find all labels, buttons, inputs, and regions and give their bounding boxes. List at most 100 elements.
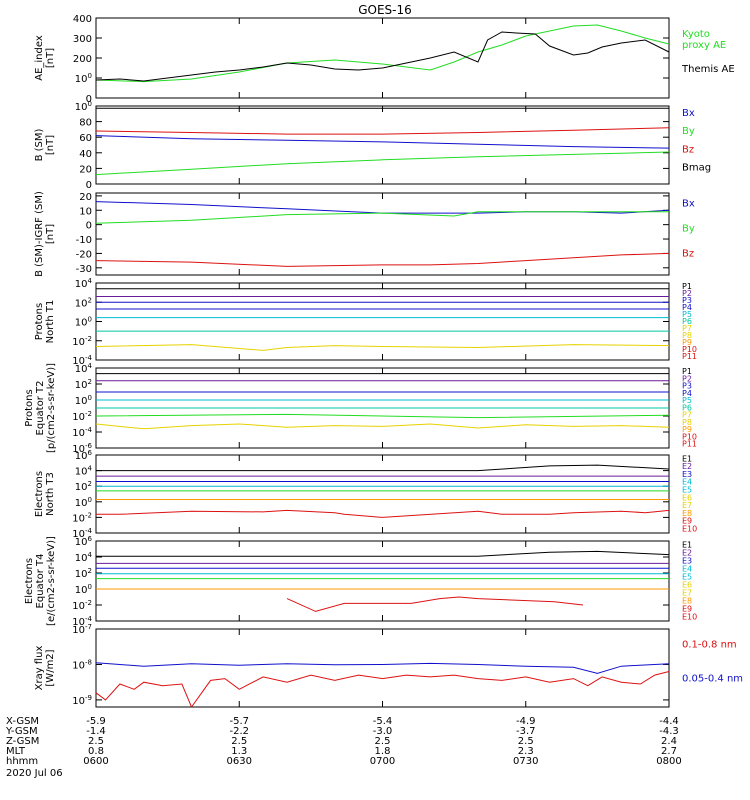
y-tick-label: 104	[75, 465, 93, 478]
y-tick-label: 10-7	[72, 623, 92, 636]
panel-frame	[95, 282, 670, 361]
y-tick-label: -30	[76, 264, 92, 275]
y-axis-label: AE_index	[34, 35, 45, 81]
legend-entry: P8	[682, 418, 692, 427]
legend-entry: proxy AE	[682, 40, 726, 51]
y-tick-label: 100	[75, 100, 92, 113]
legend-entry: P10	[682, 432, 697, 441]
y-tick-label: 100	[75, 394, 92, 407]
legend-entry: P5	[682, 396, 692, 405]
legend-entry: P7	[682, 411, 692, 420]
axis-row-value: 0630	[227, 756, 252, 767]
y-tick-label: 100	[75, 72, 92, 85]
series-b-bz	[95, 127, 670, 135]
y-axis-label: Equator T4	[35, 554, 46, 609]
axis-row-value: -2.2	[229, 726, 249, 737]
y-tick-label: 10	[79, 206, 92, 217]
series-b-by	[95, 151, 670, 176]
legend-entry: P2	[682, 289, 692, 298]
series-et4-e8	[286, 596, 584, 612]
y-axis-label: North T1	[45, 300, 56, 344]
axis-row-value: 1.8	[375, 746, 391, 757]
y-axis-label: Xray flux	[34, 646, 45, 691]
series-dbigrf-by	[95, 211, 669, 224]
y-axis-label: [nT]	[45, 224, 56, 244]
y-tick-label: 100	[75, 583, 92, 596]
legend-entry: By	[682, 224, 695, 235]
date-label: 2020 Jul 06	[6, 768, 63, 779]
panel-xray: 10-9 10-8 10-7 Xray flux [W/m2] 0.1-0.8 nm 0.0…	[34, 623, 743, 709]
panel-pt1: 10-4 10-2 100 102 104 Protons North T1 P1P2P3P4…	[34, 277, 697, 367]
y-axis-label: Electrons	[34, 471, 45, 517]
plot-title: GOES-16	[358, 3, 412, 17]
panel-frame	[95, 17, 670, 99]
y-axis-label: B (SM)	[34, 128, 45, 161]
panel-frame	[95, 192, 670, 276]
y-tick-label: 400	[73, 14, 92, 25]
panel-pt2: 10-6 10-4 10-2 100 102 104 Protons Equator T2 [p…	[24, 362, 697, 455]
legend-entry: P11	[682, 352, 697, 361]
axis-row-value: -3.7	[516, 726, 536, 737]
legend-entry: P4	[682, 389, 692, 398]
y-axis-label: North T3	[45, 472, 56, 516]
legend-entry: P1	[682, 282, 692, 291]
series-ae-themis-ae	[95, 31, 670, 82]
y-tick-label: 0	[86, 180, 92, 191]
legend-entry: E8	[682, 596, 692, 605]
legend-entry: 0.1-0.8 nm	[682, 640, 737, 651]
y-tick-label: 10-9	[72, 694, 92, 707]
legend-entry: P10	[682, 345, 697, 354]
legend-entry: Bx	[682, 108, 695, 119]
legend-entry: E9	[682, 604, 692, 613]
legend-entry: By	[682, 126, 695, 137]
series-dbigrf-bz	[95, 252, 670, 267]
axis-row-value: 2.5	[231, 736, 247, 747]
legend-entry: E8	[682, 509, 692, 518]
legend-entry: Bz	[682, 144, 694, 155]
panel-b: 0 20 40 60 80 100 B (SM) [nT] Bx By Bz Bmag	[34, 100, 711, 191]
y-axis-label: Equator T2	[35, 381, 46, 436]
legend-entry: P5	[682, 310, 692, 319]
legend-entry: E5	[682, 485, 692, 494]
legend-entry: E3	[682, 556, 692, 565]
panel-frame	[95, 105, 670, 185]
legend-entry: P11	[682, 440, 697, 449]
series-et4-e1	[96, 550, 670, 557]
y-axis-label: Protons	[34, 303, 45, 340]
axis-row-value: -4.9	[516, 716, 536, 727]
y-tick-label: 104	[75, 362, 93, 375]
y-tick-label: 20	[79, 192, 92, 203]
legend-entry: P7	[682, 324, 692, 333]
legend-entry: E10	[682, 524, 697, 533]
series-pt2-p6	[95, 413, 670, 419]
y-tick-label: 40	[79, 149, 92, 160]
y-axis-label: [p/(cm2-s-sr-keV)]	[46, 363, 57, 453]
axis-row-value: -1.4	[86, 726, 106, 737]
legend-entry: P6	[682, 317, 692, 326]
y-tick-label: 102	[75, 480, 92, 493]
legend-entry: P3	[682, 296, 692, 305]
legend-entry: E4	[682, 478, 692, 487]
axis-row-value: 1.3	[231, 746, 247, 757]
y-tick-label: 104	[75, 277, 93, 290]
y-tick-label: 0	[86, 94, 92, 105]
legend-entry: P9	[682, 338, 692, 347]
legend-entry: Themis AE	[681, 64, 735, 75]
legend-entry: 0.05-0.4 nm	[682, 674, 743, 685]
y-tick-label: 104	[75, 551, 93, 564]
series-et3-e8	[96, 509, 670, 518]
legend-entry: Bmag	[682, 162, 711, 173]
y-tick-label: 10-6	[72, 442, 92, 455]
y-axis-label: Protons	[24, 389, 35, 426]
y-axis-label: B (SM)-IGRF (SM)	[34, 191, 45, 277]
legend-entry: P6	[682, 403, 692, 412]
y-tick-label: 102	[75, 296, 92, 309]
series-b-bx	[95, 135, 670, 149]
y-tick-label: 10-4	[72, 527, 92, 540]
y-tick-label: 10-4	[72, 354, 92, 367]
legend-entry: Kyoto	[682, 29, 710, 40]
legend-entry: E9	[682, 517, 692, 526]
axis-row-value: 2.4	[661, 736, 677, 747]
